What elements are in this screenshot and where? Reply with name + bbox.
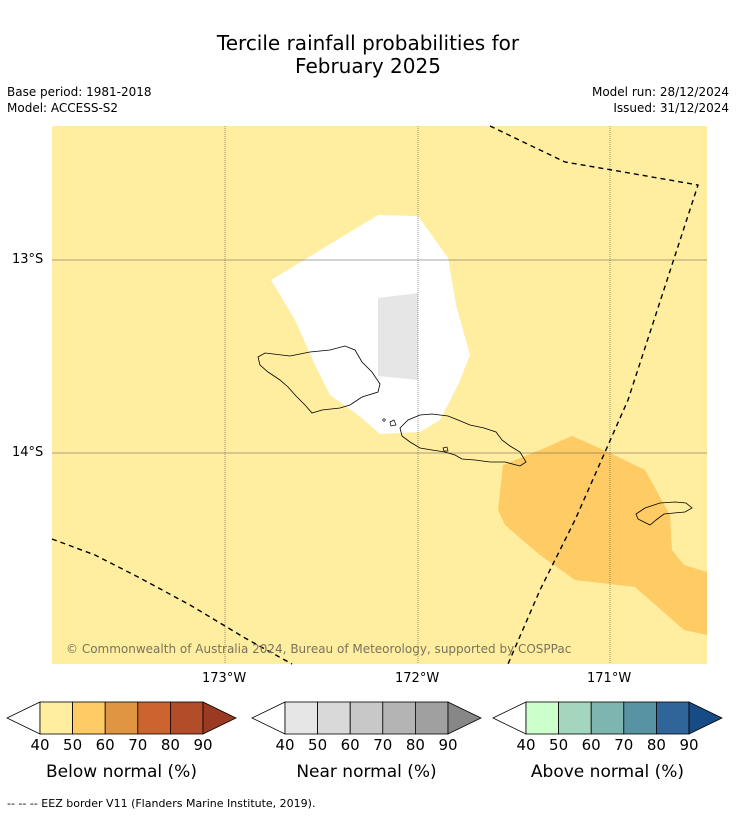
islet — [442, 446, 449, 452]
near-colorbar-segment — [414, 701, 449, 735]
near-colorbar-low-arrow — [251, 701, 286, 735]
below-colorbar-low-arrow — [6, 701, 41, 735]
eez-borders — [51, 125, 699, 665]
below-colorbar-tick: 90 — [193, 736, 213, 754]
above-colorbar-segment — [525, 701, 559, 735]
meta-left: Base period: 1981-2018 Model: ACCESS-S2 — [7, 84, 152, 116]
below-colorbar-title: Below normal (%) — [46, 762, 197, 782]
above-colorbar-segment — [656, 701, 690, 735]
map-copyright: © Commonwealth of Australia 2024, Bureau… — [66, 642, 572, 656]
below-colorbar-tick: 80 — [160, 736, 180, 754]
below-normal-50-60-region — [498, 436, 707, 635]
above-colorbar-tick: 40 — [516, 736, 536, 754]
model-run: Model run: 28/12/2024 — [591, 85, 729, 99]
near-colorbar-tick: 60 — [340, 736, 360, 754]
above-colorbar-segment — [590, 701, 625, 735]
savaii-island — [257, 345, 381, 414]
near-colorbar-tick: 70 — [373, 736, 393, 754]
below-colorbar-tick: 40 — [30, 736, 50, 754]
near-colorbar-segment — [382, 701, 416, 735]
title-line-1: Tercile rainfall probabilities for — [216, 31, 520, 55]
below-colorbar-segment — [39, 701, 73, 735]
near-colorbar-tick: 40 — [275, 736, 295, 754]
lon-label-171w: 171°W — [587, 671, 632, 686]
no-signal-region — [271, 215, 470, 434]
base-period: Base period: 1981-2018 — [7, 85, 152, 99]
near-colorbar-tick: 90 — [438, 736, 458, 754]
below-colorbar-segment — [104, 701, 139, 735]
near-colorbar-segment — [284, 701, 318, 735]
above-colorbar-tick: 80 — [646, 736, 666, 754]
below-colorbar-segment — [137, 701, 171, 735]
above-colorbar-tick: 50 — [549, 736, 569, 754]
below-colorbar-tick: 50 — [63, 736, 83, 754]
near-colorbar-tick: 80 — [405, 736, 425, 754]
near-colorbar-segment — [349, 701, 384, 735]
above-colorbar-title: Above normal (%) — [530, 762, 685, 782]
map-title: Tercile rainfall probabilities for Febru… — [0, 32, 736, 78]
model-name: Model: ACCESS-S2 — [7, 101, 119, 115]
above-colorbar-segment — [623, 701, 657, 735]
issued-date: Issued: 31/12/2024 — [613, 101, 729, 115]
above-colorbar-low-arrow — [492, 701, 527, 735]
lon-label-173w: 173°W — [202, 671, 247, 686]
gridlines — [52, 126, 707, 664]
near-colorbar-high-arrow — [447, 701, 482, 735]
below-colorbar-segment — [169, 701, 204, 735]
eez-footer-note: -- -- -- EEZ border V11 (Flanders Marine… — [7, 797, 316, 810]
above-colorbar-tick: 70 — [614, 736, 634, 754]
title-line-2: February 2025 — [295, 54, 441, 78]
above-colorbar-tick: 90 — [679, 736, 699, 754]
near-colorbar-tick: 50 — [308, 736, 328, 754]
islet — [389, 419, 397, 427]
above-colorbar-tick: 60 — [581, 736, 601, 754]
lon-label-172w: 172°W — [395, 671, 440, 686]
below-colorbar-segment — [72, 701, 106, 735]
lat-label-13s: 13°S — [12, 252, 44, 267]
tutuila-island — [635, 501, 693, 526]
below-colorbar-tick: 70 — [128, 736, 148, 754]
islet — [382, 418, 386, 422]
meta-right: Model run: 28/12/2024 Issued: 31/12/2024 — [592, 84, 729, 116]
near-colorbar-segment — [317, 701, 351, 735]
near-normal-40-50-region — [378, 293, 418, 380]
below-colorbar-high-arrow — [202, 701, 237, 735]
above-colorbar-high-arrow — [688, 701, 723, 735]
near-colorbar-title: Near normal (%) — [296, 762, 437, 782]
above-colorbar-segment — [558, 701, 592, 735]
below-colorbar-tick: 60 — [95, 736, 115, 754]
lat-label-14s: 14°S — [12, 445, 44, 460]
upolu-island — [399, 413, 527, 467]
